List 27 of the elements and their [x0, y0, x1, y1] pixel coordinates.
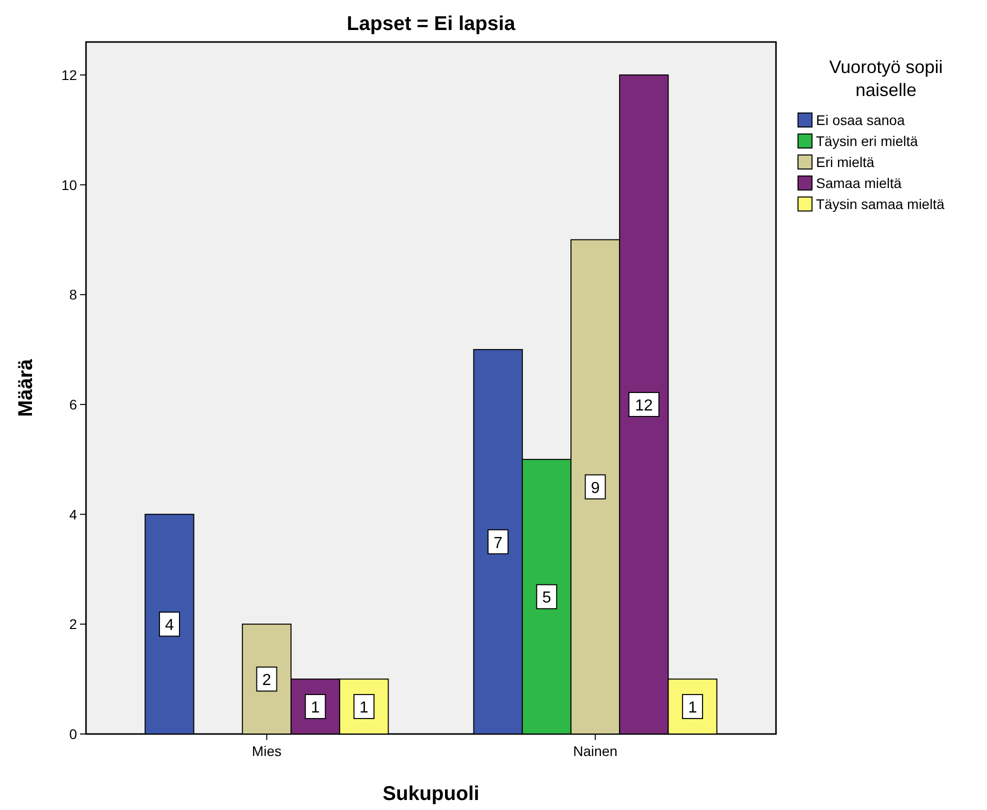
y-tick-label: 4	[69, 506, 78, 522]
data-label: 5	[542, 590, 552, 607]
y-tick-label: 12	[61, 66, 78, 83]
legend-label: Täysin samaa mieltä	[816, 196, 945, 212]
legend-label: Ei osaa sanoa	[816, 112, 905, 128]
data-label: 9	[590, 480, 600, 497]
data-label: 2	[262, 672, 272, 690]
y-tick-label: 2	[69, 616, 78, 632]
data-label: 1	[310, 700, 320, 717]
data-label: 4	[165, 617, 174, 634]
x-axis-title: Sukupuoli	[382, 783, 480, 805]
x-tick-label: Nainen	[573, 743, 618, 759]
data-label: 1	[360, 700, 369, 717]
data-label: 12	[635, 397, 653, 414]
y-tick-label: 10	[61, 176, 78, 193]
x-tick-label: Mies	[252, 743, 282, 759]
legend-label: Samaa mieltä	[816, 175, 902, 191]
legend-title: Vuorotyö sopii naiselle	[829, 57, 943, 100]
legend-label: Täysin eri mieltä	[816, 133, 918, 149]
y-tick-label: 8	[69, 286, 78, 303]
y-axis-title: Määrä	[15, 358, 37, 417]
data-label: 1	[688, 700, 698, 717]
chart-title: Lapset = Ei lapsia	[346, 13, 516, 35]
legend-label: Eri mieltä	[816, 154, 875, 170]
y-tick-label: 6	[69, 396, 78, 412]
y-tick-label: 0	[69, 726, 78, 742]
data-label: 7	[494, 534, 503, 552]
